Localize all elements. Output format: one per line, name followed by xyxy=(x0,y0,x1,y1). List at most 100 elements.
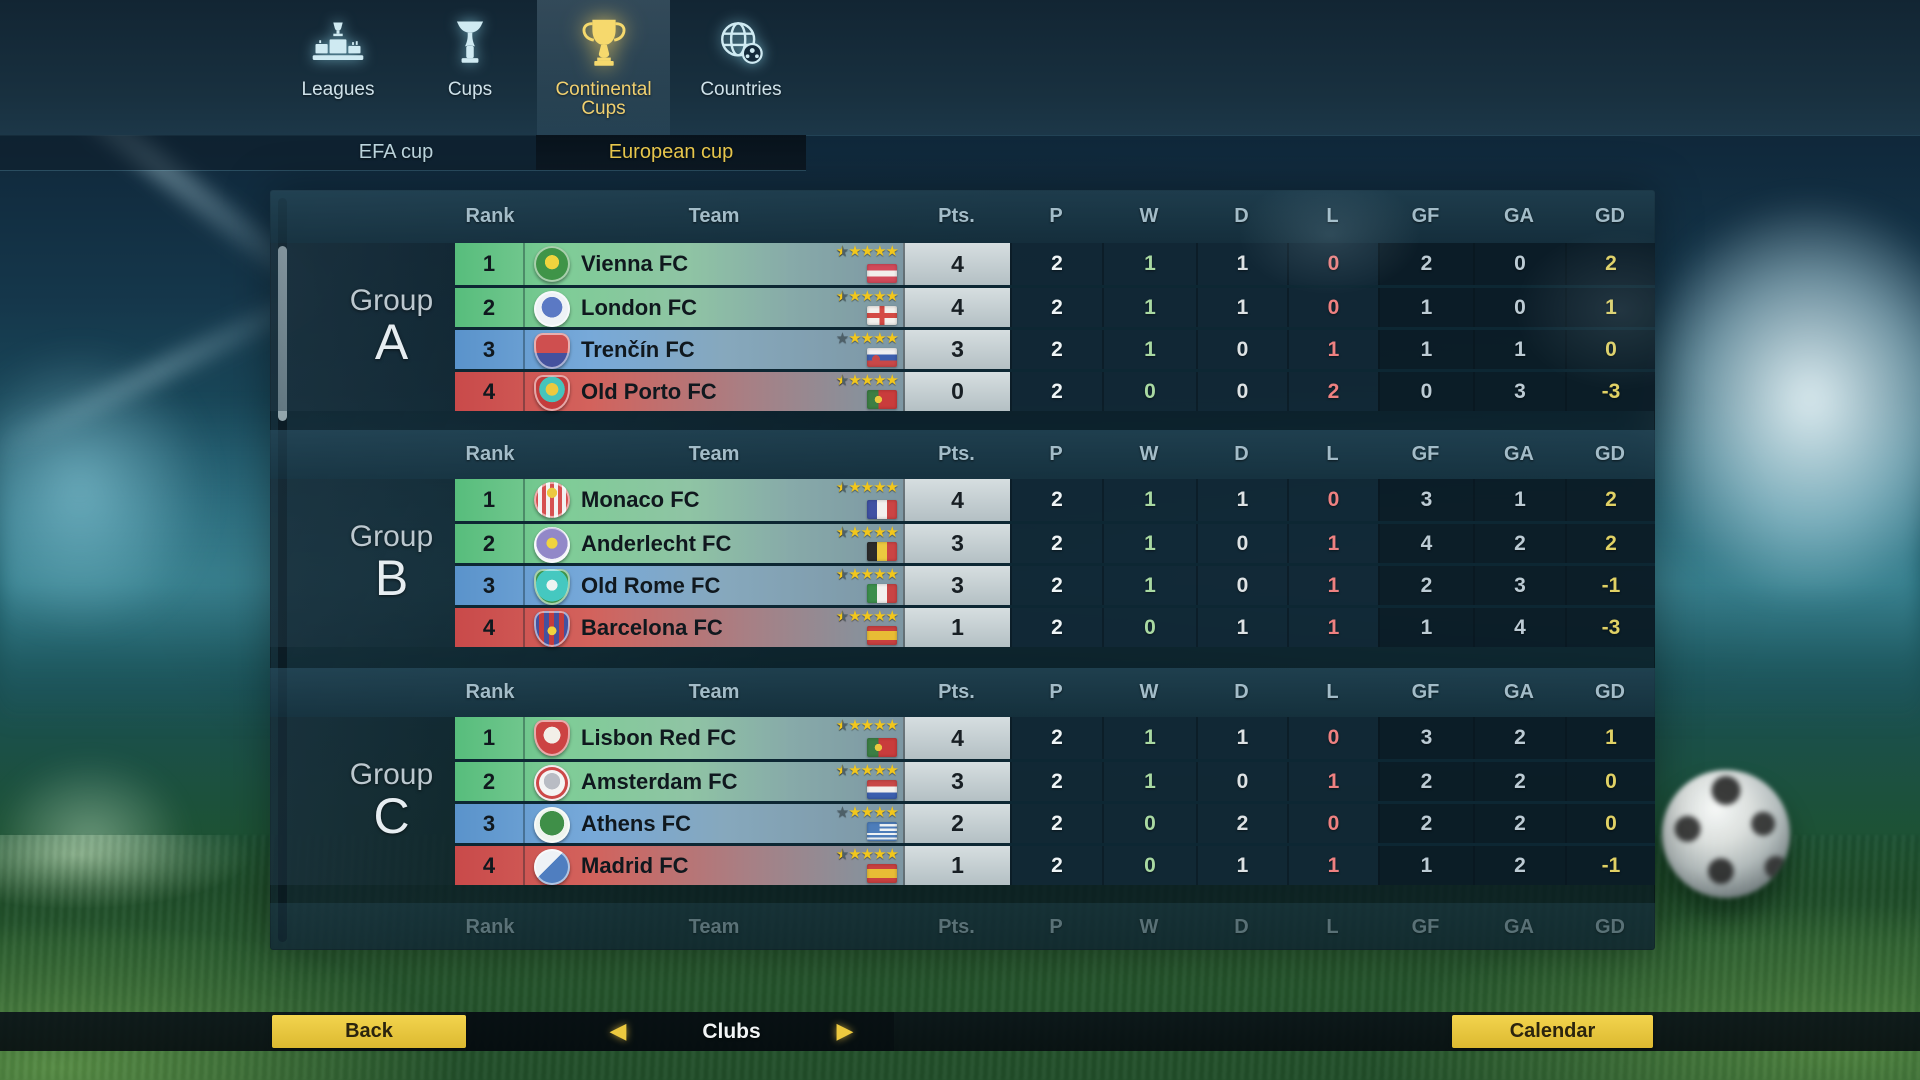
col-header-team: Team xyxy=(688,916,740,938)
col-header-gd: GD xyxy=(1595,205,1625,227)
tab-countries[interactable]: Countries xyxy=(681,0,801,135)
col-header-ga: GA xyxy=(1504,916,1534,938)
table-row[interactable]: 1 Monaco FC ★★★★★ 4 2 1 1 0 3 1 2 xyxy=(455,479,1655,521)
rank-cell: 4 xyxy=(455,372,525,411)
stat-ga-cell: 1 xyxy=(1473,479,1565,521)
stat-gd-cell: 0 xyxy=(1565,762,1655,801)
team-name: Lisbon Red FC xyxy=(581,725,737,750)
floodlight-glare-left xyxy=(0,300,250,680)
tab-label: Continental Cups xyxy=(555,79,652,119)
stat-gd-cell: -3 xyxy=(1565,608,1655,647)
stat-w-cell: 1 xyxy=(1102,524,1196,563)
stat-p-cell: 2 xyxy=(1010,243,1102,285)
stat-gf-cell: 1 xyxy=(1378,608,1473,647)
left-arrow-icon[interactable]: ◀ xyxy=(603,1012,633,1051)
stat-gf-cell: 2 xyxy=(1378,762,1473,801)
star-rating: ★ ★ ★ ★ ★ xyxy=(836,524,899,541)
stat-ga-cell: 2 xyxy=(1473,524,1565,563)
calendar-button[interactable]: Calendar xyxy=(1452,1015,1653,1048)
tab-leagues[interactable]: Leagues xyxy=(278,0,398,135)
col-header-l: L xyxy=(1326,443,1339,465)
team-name: Vienna FC xyxy=(581,251,689,276)
country-flag xyxy=(867,626,897,645)
stat-gf-cell: 2 xyxy=(1378,243,1473,285)
stat-w-cell: 0 xyxy=(1102,372,1196,411)
col-header-gd: GD xyxy=(1595,916,1625,938)
team-name: Barcelona FC xyxy=(581,614,723,640)
col-header-pts: Pts. xyxy=(938,205,975,227)
stat-l-cell: 1 xyxy=(1287,330,1378,369)
table-row[interactable]: 4 Madrid FC ★★★★★ 1 2 0 1 1 1 2 -1 xyxy=(455,843,1655,885)
club-badge xyxy=(534,291,570,327)
stat-l-cell: 0 xyxy=(1287,717,1378,759)
table-row[interactable]: 1 Vienna FC ★★★★★ 4 2 1 1 0 2 0 2 xyxy=(455,243,1655,285)
rank-cell: 2 xyxy=(455,524,525,563)
stat-w-cell: 0 xyxy=(1102,846,1196,885)
stat-d-cell: 0 xyxy=(1196,566,1287,605)
stat-gd-cell: -1 xyxy=(1565,846,1655,885)
club-badge xyxy=(534,807,570,843)
table-header: Rank Team Pts. P W D L GF GA GD xyxy=(270,668,1655,717)
pts-cell: 4 xyxy=(903,717,1010,759)
stat-p-cell: 2 xyxy=(1010,846,1102,885)
stat-p-cell: 2 xyxy=(1010,804,1102,843)
tab-continental-cups[interactable]: Continental Cups xyxy=(537,0,670,135)
col-header-gd: GD xyxy=(1595,681,1625,703)
stat-w-cell: 1 xyxy=(1102,288,1196,327)
subtab-efa-cup[interactable]: EFA cup xyxy=(358,141,434,163)
team-name: Amsterdam FC xyxy=(581,768,738,794)
stat-w-cell: 1 xyxy=(1102,479,1196,521)
table-row[interactable]: 1 Lisbon Red FC ★★★★★ 4 2 1 1 0 3 2 1 xyxy=(455,717,1655,759)
clubs-nav-block xyxy=(466,1012,894,1051)
stat-ga-cell: 2 xyxy=(1473,762,1565,801)
col-header-w: W xyxy=(1139,916,1159,938)
table-row[interactable]: 2 London FC ★★★★★ 4 2 1 1 0 1 0 1 xyxy=(455,285,1655,327)
country-flag xyxy=(867,500,897,519)
stat-w-cell: 1 xyxy=(1102,566,1196,605)
col-header-team: Team xyxy=(688,205,740,227)
tab-cups[interactable]: Cups xyxy=(410,0,530,135)
scrollbar[interactable] xyxy=(278,198,287,942)
team-name: Monaco FC xyxy=(581,487,700,512)
table-row[interactable]: 4 Barcelona FC ★★★★★ 1 2 0 1 1 1 4 -3 xyxy=(455,605,1655,647)
col-header-p: P xyxy=(1049,916,1063,938)
star-rating: ★ ★ ★ ★ ★ xyxy=(836,566,899,583)
team-name: Old Porto FC xyxy=(581,378,717,404)
team-name: Trenčín FC xyxy=(581,336,695,362)
scrollbar-thumb[interactable] xyxy=(278,246,287,421)
stat-p-cell: 2 xyxy=(1010,566,1102,605)
country-flag xyxy=(867,864,897,883)
back-button[interactable]: Back xyxy=(272,1015,466,1048)
country-flag xyxy=(867,390,897,409)
table-row[interactable]: 4 Old Porto FC ★★★★★ 0 2 0 0 2 0 3 -3 xyxy=(455,369,1655,411)
table-row[interactable]: 3 Athens FC ★ ★ ★ ★ ★ 2 2 0 2 0 2 2 0 xyxy=(455,801,1655,843)
col-header-ga: GA xyxy=(1504,443,1534,465)
col-header-p: P xyxy=(1049,443,1063,465)
stat-gf-cell: 1 xyxy=(1378,288,1473,327)
star-rating: ★ ★ ★ ★ ★ xyxy=(835,330,899,347)
table-row[interactable]: 2 Amsterdam FC ★★★★★ 3 2 1 0 1 2 2 0 xyxy=(455,759,1655,801)
clubs-label: Clubs xyxy=(702,1019,761,1043)
stat-d-cell: 1 xyxy=(1196,479,1287,521)
pts-cell: 4 xyxy=(903,288,1010,327)
pts-cell: 0 xyxy=(903,372,1010,411)
rank-cell: 1 xyxy=(455,479,525,521)
group-label: Group B xyxy=(270,479,455,647)
soccer-ball xyxy=(1662,770,1790,898)
subtab-european-cup[interactable]: European cup xyxy=(536,135,806,170)
table-row[interactable]: 3 Trenčín FC ★ ★ ★ ★ ★ 3 2 1 0 1 1 1 0 xyxy=(455,327,1655,369)
table-row[interactable]: 2 Anderlecht FC ★★★★★ 3 2 1 0 1 4 2 2 xyxy=(455,521,1655,563)
star-rating: ★ ★ ★ ★ ★ xyxy=(836,608,899,625)
right-arrow-icon[interactable]: ▶ xyxy=(830,1012,860,1051)
team-name: Madrid FC xyxy=(581,852,689,878)
club-badge xyxy=(534,482,570,518)
rank-cell: 4 xyxy=(455,846,525,885)
col-header-ga: GA xyxy=(1504,681,1534,703)
tab-label: Cups xyxy=(447,79,493,100)
table-header: Rank Team Pts. P W D L GF GA GD xyxy=(270,190,1655,243)
country-flag xyxy=(867,738,897,757)
group-table-a: Rank Team Pts. P W D L GF GA GD Group A … xyxy=(270,190,1655,411)
table-row[interactable]: 3 Old Rome FC ★★★★★ 3 2 1 0 1 2 3 -1 xyxy=(455,563,1655,605)
stat-gf-cell: 0 xyxy=(1378,372,1473,411)
stat-d-cell: 0 xyxy=(1196,524,1287,563)
